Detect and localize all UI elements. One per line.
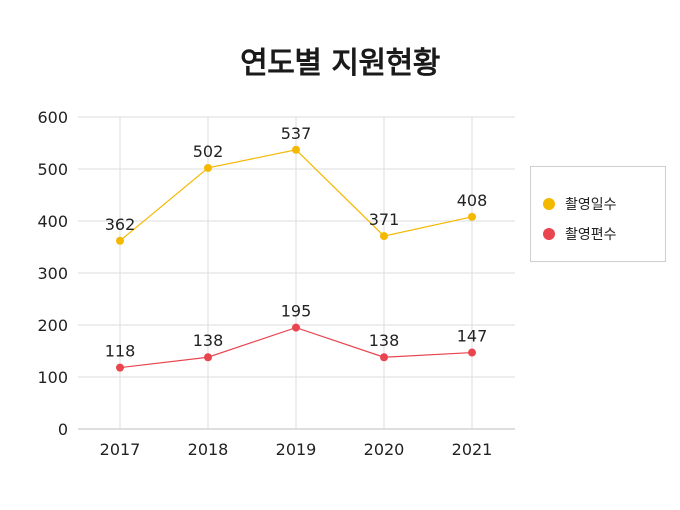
data-label: 147 [457, 327, 488, 346]
data-label: 138 [369, 331, 400, 350]
data-label: 362 [105, 215, 136, 234]
data-point [292, 323, 300, 332]
data-point [116, 236, 124, 245]
data-point [292, 145, 300, 154]
legend-item: 촬영편수 [543, 219, 665, 249]
legend-marker-icon [543, 228, 555, 240]
y-tick-label: 500 [37, 160, 68, 179]
y-tick-label: 0 [58, 420, 68, 439]
x-tick-label: 2021 [452, 440, 493, 459]
x-tick-label: 2019 [276, 440, 317, 459]
y-tick-label: 300 [37, 264, 68, 283]
data-label: 118 [105, 342, 136, 361]
legend-label: 촬영일수 [565, 197, 617, 213]
y-tick-label: 400 [37, 212, 68, 231]
data-point [468, 212, 476, 221]
data-label: 502 [193, 142, 224, 161]
data-label: 371 [369, 210, 400, 229]
data-point [380, 353, 388, 362]
data-label: 138 [193, 331, 224, 350]
legend: 촬영일수 촬영편수 [530, 166, 666, 262]
data-point [116, 363, 124, 372]
data-point [468, 348, 476, 357]
data-label: 408 [457, 191, 488, 210]
legend-marker-icon [543, 198, 555, 210]
legend-label: 촬영편수 [565, 227, 617, 243]
y-tick-label: 200 [37, 316, 68, 335]
data-point [380, 232, 388, 241]
x-tick-label: 2020 [364, 440, 405, 459]
x-tick-label: 2018 [188, 440, 229, 459]
y-tick-label: 100 [37, 368, 68, 387]
data-label: 195 [281, 302, 312, 321]
legend-item: 촬영일수 [543, 189, 665, 219]
data-point [204, 163, 212, 172]
data-label: 537 [281, 124, 312, 143]
y-tick-label: 600 [37, 108, 68, 127]
x-tick-label: 2017 [100, 440, 141, 459]
chart-title: 연도별 지원현황 [240, 46, 440, 81]
data-point [204, 353, 212, 362]
